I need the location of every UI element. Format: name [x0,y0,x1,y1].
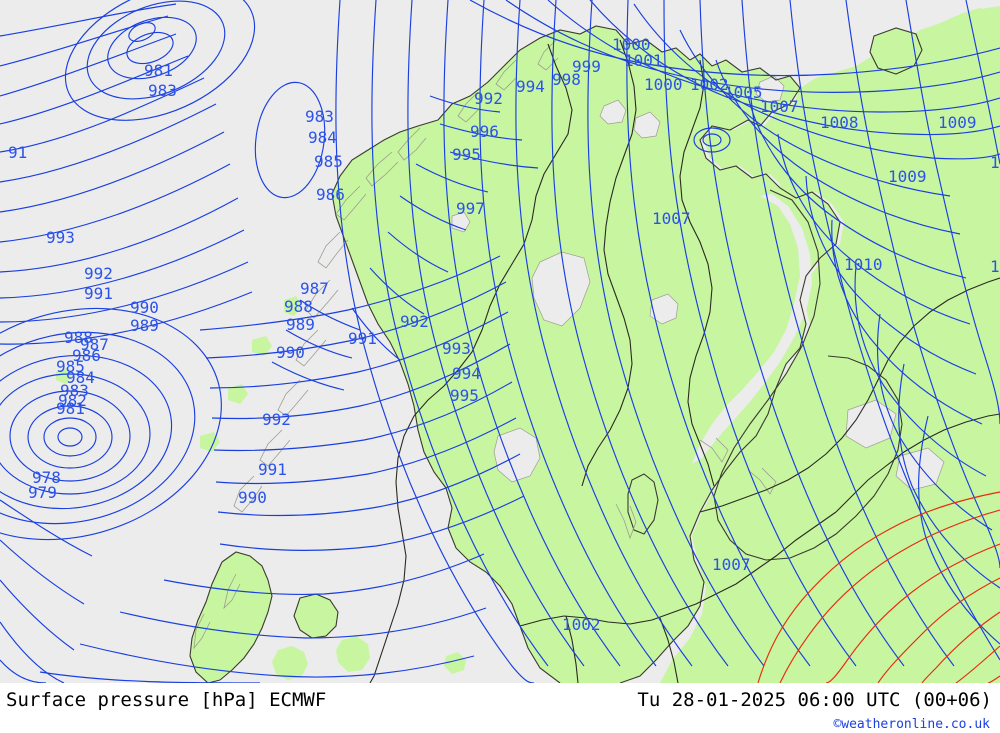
isobar-label: 981 [56,399,85,418]
isobar-label: 1007 [652,209,691,228]
isobar-label: 1002 [690,75,729,94]
isobar-label: 986 [316,185,345,204]
copyright-notice: ©weatheronline.co.uk [833,717,990,732]
isobar-label: 985 [56,357,85,376]
isobar-label: 988 [64,328,93,347]
inland-water [451,75,945,491]
isobar-label: 991 [84,284,113,303]
map-svg: 9819839839849859869199399299199098998898… [0,0,1000,683]
isobar-label: 990 [276,343,305,362]
isobar-lines-high [757,491,1000,683]
isobar-label: 1001 [624,51,663,70]
isobar-label: 10 [990,257,1000,276]
country-borders [369,39,1000,683]
isobar-label: 1009 [888,167,927,186]
footer-title: Surface pressure [hPa] ECMWF [6,689,327,711]
isobar-label: 992 [262,410,291,429]
isobar-label: 989 [286,315,315,334]
isobar-label: 997 [456,199,485,218]
isobar-label: 999 [572,57,601,76]
isobar-label: 983 [60,381,89,400]
isobar-label: 1009 [938,113,977,132]
isobar-label: 994 [452,364,481,383]
isobar-label: 994 [516,77,545,96]
isobar-label: 984 [66,368,95,387]
isobar-label: 978 [32,468,61,487]
isobar-label: 985 [314,152,343,171]
land-polygons [56,6,1000,683]
isobar-lines [0,0,1000,683]
isobar-label: 991 [348,329,377,348]
isobar-label: 992 [400,312,429,331]
isobar-label: 993 [442,339,471,358]
isobar-label: 983 [148,81,177,100]
isobar-label: 992 [474,89,503,108]
isobar-label: 979 [28,483,57,502]
isobar-label: 1000 [612,35,651,54]
isobar-label: 990 [238,488,267,507]
isobar-label: 988 [284,297,313,316]
isobar-label: 996 [470,122,499,141]
isobar-label: 995 [452,145,481,164]
isobar-label: 993 [46,228,75,247]
isobar-label: 1000 [644,75,683,94]
isobar-label: 1002 [562,615,601,634]
isobar-label: 995 [450,386,479,405]
footer-valid-time: Tu 28-01-2025 06:00 UTC (00+06) [637,689,992,711]
isobar-label: 1005 [724,83,763,102]
map-canvas[interactable]: 981 983 983 984 985 986 91 993 992 991 990 989 988 98… [0,0,1000,683]
isobar-label: 1 [990,153,1000,172]
isobar-label: 986 [72,346,101,365]
isobar-label: 987 [80,335,109,354]
isobar-label: 987 [300,279,329,298]
isobar-label: 989 [130,316,159,335]
isobar-label: 983 [305,107,334,126]
isobar-label: 990 [130,298,159,317]
isobar-label: 982 [58,391,87,410]
isobar-label: 91 [8,143,27,162]
isobar-label: 984 [308,128,337,147]
isobar-label: 1007 [760,97,799,116]
footer-bar: Surface pressure [hPa] ECMWF Tu 28-01-20… [0,683,1000,733]
isobar-label-group: 9819839839849859869199399299199098998898… [8,35,1000,634]
isobar-label: 991 [258,460,287,479]
isobar-label: 981 [144,61,173,80]
isobar-label: 998 [552,70,581,89]
isobar-label: 1010 [844,255,883,274]
isobar-label: 992 [84,264,113,283]
isobar-label: 1007 [712,555,751,574]
isobar-label: 1008 [820,113,859,132]
